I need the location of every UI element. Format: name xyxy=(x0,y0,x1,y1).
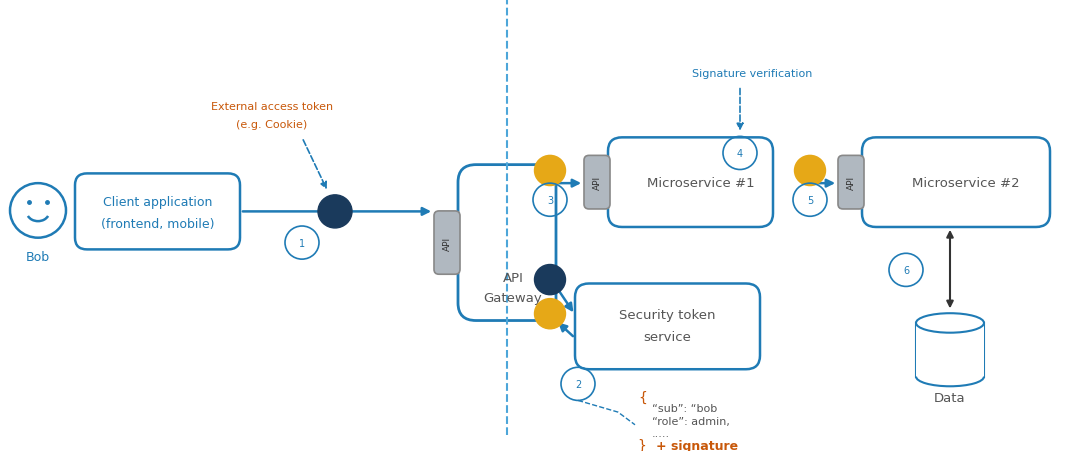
Text: (frontend, mobile): (frontend, mobile) xyxy=(101,217,215,230)
Text: External access token: External access token xyxy=(211,102,333,112)
Circle shape xyxy=(318,195,352,229)
Text: API: API xyxy=(847,176,855,190)
Text: API: API xyxy=(502,272,524,285)
Text: 3: 3 xyxy=(547,195,553,205)
Text: Microservice #2: Microservice #2 xyxy=(912,176,1019,189)
Text: (e.g. Cookie): (e.g. Cookie) xyxy=(236,120,308,129)
Text: service: service xyxy=(644,330,691,343)
FancyBboxPatch shape xyxy=(608,138,773,227)
FancyBboxPatch shape xyxy=(862,138,1050,227)
Circle shape xyxy=(534,265,565,295)
Text: + signature: + signature xyxy=(656,439,738,451)
Text: }: } xyxy=(638,438,651,451)
Text: “role”: admin,: “role”: admin, xyxy=(652,416,730,426)
Text: Bob: Bob xyxy=(26,250,50,263)
Text: 2: 2 xyxy=(575,379,582,389)
FancyBboxPatch shape xyxy=(584,156,609,210)
FancyBboxPatch shape xyxy=(433,212,460,275)
Circle shape xyxy=(794,156,825,186)
FancyBboxPatch shape xyxy=(458,165,556,321)
Circle shape xyxy=(534,299,565,329)
Text: Microservice #1: Microservice #1 xyxy=(647,176,754,189)
Ellipse shape xyxy=(916,313,984,333)
Text: 4: 4 xyxy=(737,149,744,159)
Bar xyxy=(916,323,984,377)
FancyBboxPatch shape xyxy=(575,284,760,369)
Text: “sub”: “bob: “sub”: “bob xyxy=(652,403,717,413)
Text: Gateway: Gateway xyxy=(484,291,542,304)
Text: 5: 5 xyxy=(807,195,813,205)
Text: Data: Data xyxy=(935,391,966,405)
Circle shape xyxy=(534,156,565,186)
Text: {: { xyxy=(638,390,647,404)
Text: Client application: Client application xyxy=(103,196,212,209)
Text: API: API xyxy=(592,176,602,190)
FancyBboxPatch shape xyxy=(75,174,240,250)
Text: Security token: Security token xyxy=(619,308,716,322)
Text: .....: ..... xyxy=(652,428,671,437)
Text: 6: 6 xyxy=(903,265,909,275)
Text: API: API xyxy=(442,236,452,250)
Text: Signature verification: Signature verification xyxy=(692,69,812,79)
Text: 1: 1 xyxy=(299,238,305,248)
FancyBboxPatch shape xyxy=(838,156,864,210)
